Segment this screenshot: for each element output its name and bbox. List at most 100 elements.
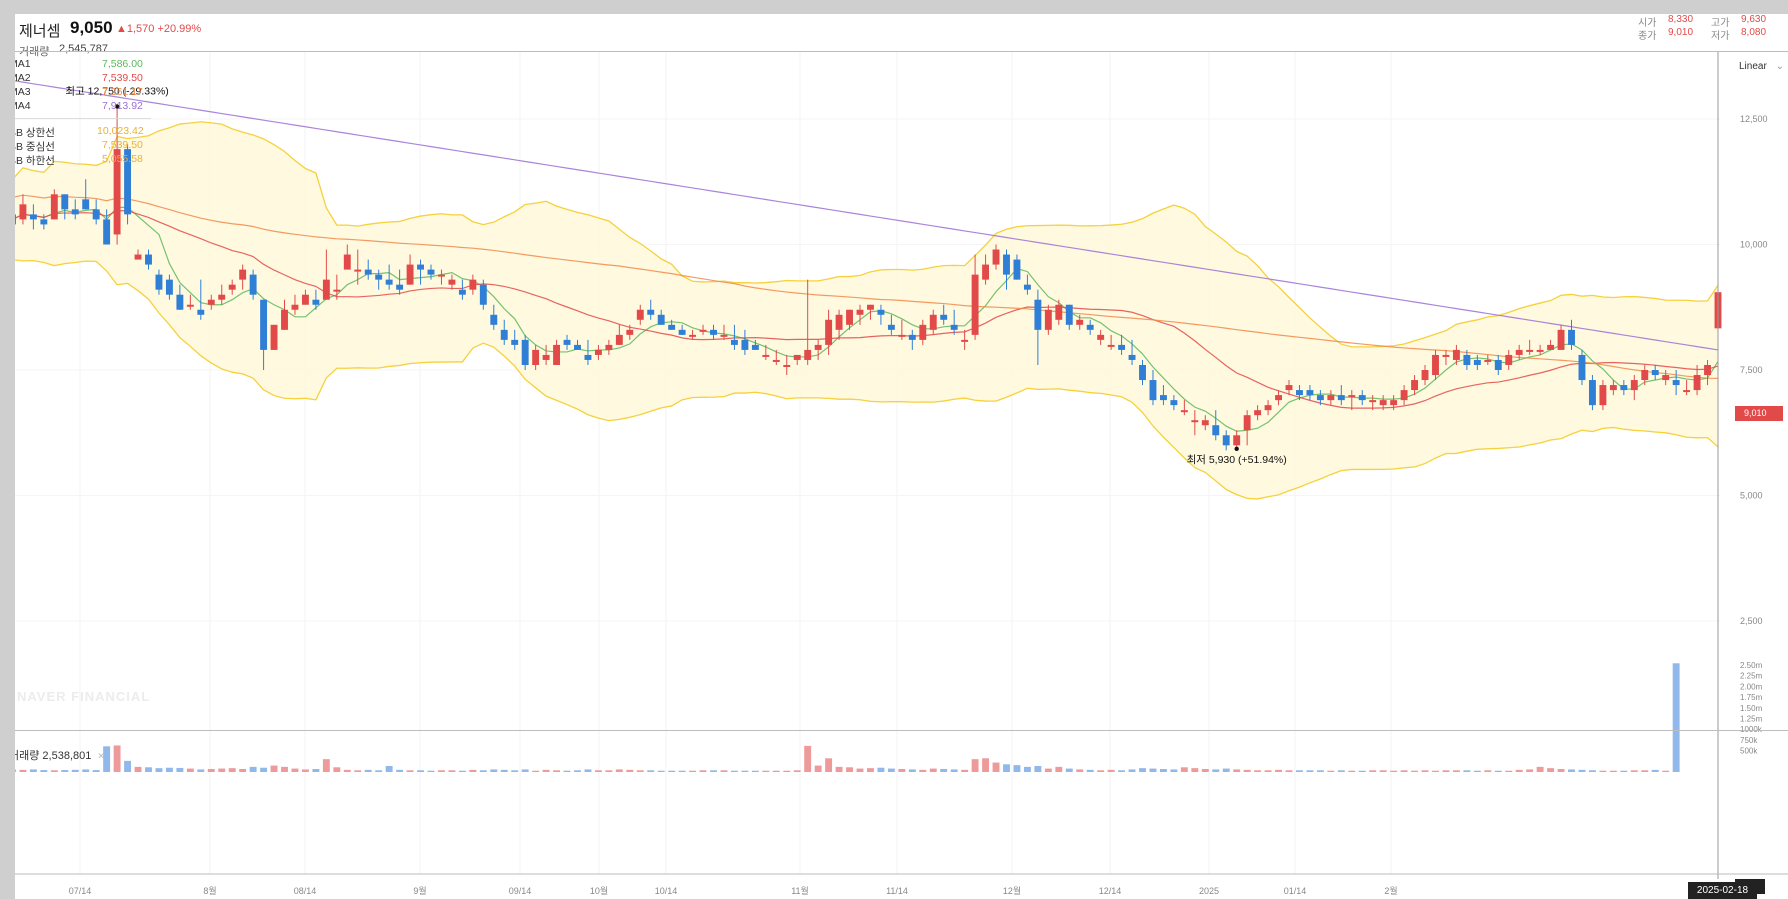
candle-body	[668, 324, 676, 330]
candle-body	[982, 264, 990, 280]
candle-body	[1672, 380, 1680, 386]
volume-bar	[1306, 770, 1314, 772]
volume-bar	[71, 769, 79, 772]
candle-body	[1547, 344, 1555, 350]
candle-body	[1034, 299, 1042, 330]
volume-bar	[940, 769, 948, 772]
candle-body	[532, 349, 540, 365]
candle-body	[61, 194, 69, 210]
candle-body	[1222, 435, 1230, 446]
close-icon[interactable]: ✕	[97, 751, 105, 761]
candle-body	[29, 214, 37, 220]
volume-bar	[1515, 769, 1523, 772]
candle-body	[375, 274, 383, 280]
x-tick-label: 01/14	[1284, 886, 1307, 896]
candle-body	[511, 339, 519, 345]
volume-bar	[1369, 770, 1377, 772]
volume-tick-label: 2.25m	[1740, 672, 1763, 681]
candle-body	[134, 254, 142, 260]
volume-bar	[385, 766, 393, 772]
volume-bar	[867, 768, 874, 772]
volume-bar	[1159, 769, 1167, 772]
candle-body	[762, 354, 770, 357]
candle-body	[626, 329, 634, 335]
volume-bar	[406, 770, 414, 772]
volume-tick-label: 750k	[1740, 736, 1758, 745]
high-value: 9,630	[1741, 14, 1767, 25]
volume-bar	[1641, 770, 1649, 772]
candle-body	[427, 269, 435, 275]
volume-bar	[1044, 768, 1052, 772]
volume-panel-title-text: 거래량 2,538,801	[15, 750, 92, 762]
low-label: 저가	[1711, 31, 1730, 42]
volume-bar	[448, 770, 456, 772]
candle-body	[699, 329, 707, 332]
stock-name: 제너셈	[19, 23, 61, 40]
volume-bar	[647, 770, 655, 772]
ma3-label: MA3	[15, 86, 31, 98]
candle-body	[1013, 259, 1021, 280]
candle-body	[1369, 400, 1377, 403]
volume-bar	[1243, 769, 1251, 772]
bb-upper-value: 10,023.42	[97, 125, 144, 137]
volume-bar	[40, 770, 48, 772]
volume-bar	[908, 769, 916, 772]
candle-body	[772, 359, 780, 362]
candle-body	[1484, 359, 1492, 362]
volume-bar	[1201, 769, 1209, 772]
candle-body	[1243, 415, 1251, 431]
volume-bar	[1086, 769, 1094, 772]
candle-body	[124, 149, 132, 215]
volume-bar	[343, 769, 351, 772]
y-tick-label: 7,500	[1740, 365, 1763, 375]
candle-body	[908, 334, 916, 340]
volume-bar	[218, 768, 226, 772]
candle-body	[563, 339, 571, 345]
candle-body	[594, 349, 602, 355]
volume-bar	[1180, 767, 1188, 772]
candle-body	[1557, 329, 1565, 350]
volume-tick-label: 2.00m	[1740, 682, 1763, 691]
volume-bar	[1421, 770, 1429, 772]
volume-tick-label: 1.50m	[1740, 704, 1763, 713]
volume-bar	[438, 770, 445, 772]
volume-bar	[772, 770, 780, 772]
candle-body	[1107, 344, 1115, 347]
candle-body	[1536, 349, 1544, 352]
volume-bar	[1452, 770, 1460, 772]
candle-body	[1651, 370, 1659, 376]
candle-body	[82, 199, 90, 210]
y-tick-label: 5,000	[1740, 491, 1763, 501]
volume-bar	[1170, 769, 1178, 772]
candle-body	[1662, 375, 1670, 381]
volume-bar	[553, 770, 561, 772]
volume-bar	[950, 769, 958, 772]
volume-bar	[898, 769, 906, 772]
close-value: 9,010	[1668, 27, 1694, 38]
volume-bar	[1128, 769, 1136, 772]
volume-tick-label: 1000k	[1740, 725, 1763, 734]
candle-body	[1139, 364, 1146, 381]
candle-body	[490, 314, 498, 325]
bb-lower-value: 5,055.58	[102, 153, 143, 165]
x-tick-label: 09/14	[509, 886, 532, 896]
volume-label: 거래량	[19, 46, 50, 58]
volume-bar	[1348, 770, 1356, 772]
candle-body	[1337, 395, 1345, 401]
scale-mode-dropdown[interactable]: Linear ⌄	[1739, 61, 1784, 72]
candle-body	[71, 209, 79, 215]
volume-bar	[1222, 768, 1230, 772]
ma-line-ma2	[15, 210, 1719, 409]
candle-body	[1327, 395, 1335, 401]
candle-body	[584, 354, 592, 360]
volume-bar	[1588, 770, 1596, 772]
candle-body	[1233, 435, 1241, 446]
volume-bar	[29, 769, 37, 772]
bb-middle-value: 7,539.50	[102, 139, 143, 151]
volume-bar	[427, 770, 435, 772]
price-chart[interactable]: 07/14 8월 08/14 9월 09/14 10월 10/14 11월 11/14 12월 12…	[15, 14, 1788, 899]
volume-bar	[197, 769, 205, 772]
volume-bar	[1609, 770, 1617, 772]
volume-bar	[1505, 770, 1513, 772]
volume-bar	[1139, 768, 1146, 772]
